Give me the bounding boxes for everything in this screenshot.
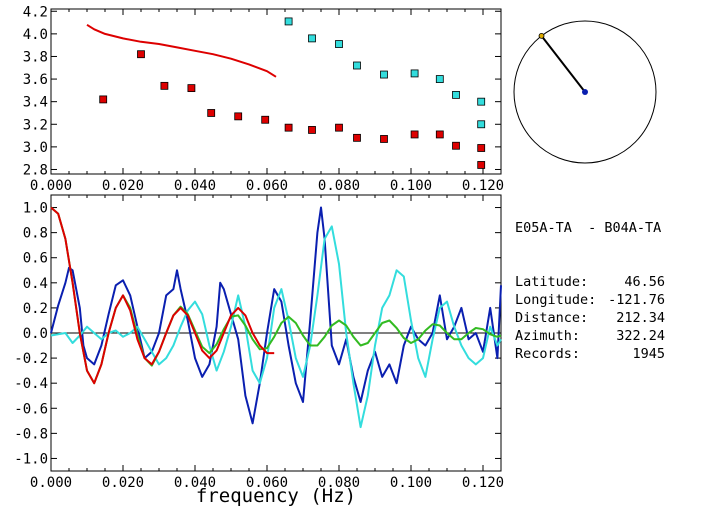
x-tick-label: 0.000 <box>30 178 72 194</box>
data-point <box>477 144 486 152</box>
x-tick-label: 0.000 <box>30 475 72 491</box>
data-point <box>284 17 293 26</box>
y-tick-label: 0.8 <box>23 226 48 242</box>
y-tick-label: 1.0 <box>23 201 48 217</box>
data-point <box>261 115 270 124</box>
data-point <box>380 135 388 143</box>
data-point <box>308 126 316 134</box>
station-info: E05A-TA - B04A-TA Latitude: 46.56 Longitud… <box>515 183 665 381</box>
dispersion-series <box>86 17 486 169</box>
info-label: Azimuth: <box>515 328 581 344</box>
data-point <box>477 97 486 106</box>
data-point <box>308 34 316 43</box>
y-tick-label: 3.2 <box>23 117 48 133</box>
y-tick-label: 3.8 <box>23 49 48 65</box>
info-label: Records: <box>515 346 581 362</box>
data-point <box>410 130 419 139</box>
x-tick-label: 0.120 <box>462 475 504 491</box>
data-point <box>353 133 361 142</box>
y-tick-label: -0.4 <box>14 376 48 392</box>
info-label: Distance: <box>515 310 589 326</box>
info-row: Longitude: -121.76 <box>515 291 665 309</box>
info-label: Latitude: <box>515 274 589 290</box>
info-value: 1945 <box>632 346 665 362</box>
y-tick-label: 3.4 <box>23 95 48 111</box>
x-axis-title: frequency (Hz) <box>196 485 356 507</box>
y-tick-label: -1.0 <box>14 451 48 467</box>
info-value: 322.24 <box>616 328 665 344</box>
data-point <box>452 90 460 99</box>
x-tick-label: 0.020 <box>102 178 144 194</box>
x-tick-label: 0.040 <box>174 178 216 194</box>
azimuth-dial <box>513 20 657 164</box>
azimuth-center-marker <box>582 89 588 95</box>
y-tick-label: 0.6 <box>23 251 48 267</box>
x-tick-label: 0.040 <box>174 475 216 491</box>
dispersion-ticks: 0.000 0.020 0.040 0.060 0.080 0.100 0.120 2.8 3.… <box>23 4 504 194</box>
x-tick-label: 0.080 <box>318 178 360 194</box>
y-tick-label: -0.2 <box>14 351 48 367</box>
data-point <box>353 61 361 70</box>
azimuth-needle <box>540 35 586 93</box>
azimuth-tip-marker <box>538 32 545 39</box>
data-point <box>335 123 343 132</box>
y-tick-label: 0.0 <box>23 326 48 342</box>
x-tick-label: 0.120 <box>462 178 504 194</box>
x-tick-label: 0.100 <box>390 178 432 194</box>
data-point <box>452 141 460 150</box>
series-line <box>50 206 502 425</box>
info-row: Azimuth: 322.24 <box>515 327 665 345</box>
series-line <box>86 23 277 78</box>
station-pair: E05A-TA - B04A-TA <box>515 220 662 236</box>
y-tick-label: 0.2 <box>23 301 48 317</box>
data-point <box>284 123 293 132</box>
info-value: 212.34 <box>616 310 665 326</box>
data-point <box>477 120 486 129</box>
dispersion-frame <box>50 8 502 175</box>
correlation-panel: 0.000 0.020 0.040 0.060 0.080 0.100 0.120 -1.0 -… <box>14 194 504 507</box>
data-point <box>435 75 444 83</box>
y-tick-label: 0.4 <box>23 276 48 292</box>
azimuth-circle <box>513 20 657 164</box>
data-point <box>477 161 486 169</box>
data-point <box>187 84 196 93</box>
data-point <box>137 50 145 59</box>
y-tick-label: 2.8 <box>23 162 48 178</box>
data-point <box>160 81 169 90</box>
x-tick-label: 0.060 <box>246 475 288 491</box>
info-value: -121.76 <box>608 292 665 308</box>
info-rows: Latitude: 46.56 Longitude: -121.76 Distance:… <box>515 273 665 363</box>
y-tick-label: 4.2 <box>23 4 48 20</box>
data-point <box>207 109 216 117</box>
x-tick-label: 0.020 <box>102 475 144 491</box>
info-row: Latitude: 46.56 <box>515 273 665 291</box>
correlation-series <box>50 206 502 429</box>
x-tick-label: 0.060 <box>246 178 288 194</box>
data-point <box>335 40 343 48</box>
info-row: Distance: 212.34 <box>515 309 665 327</box>
y-tick-label: -0.8 <box>14 426 48 442</box>
data-point <box>435 130 444 139</box>
y-tick-label: 4.0 <box>23 27 48 43</box>
info-row: Records: 1945 <box>515 345 665 363</box>
y-tick-label: 3.6 <box>23 72 48 88</box>
series-line <box>50 206 275 385</box>
data-point <box>380 70 388 79</box>
y-tick-label: 3.0 <box>23 140 48 156</box>
y-tick-label: -0.6 <box>14 401 48 417</box>
info-value: 46.56 <box>624 274 665 290</box>
series-line <box>50 225 502 429</box>
data-point <box>410 69 419 78</box>
data-point <box>99 95 108 104</box>
correlation-ticks: 0.000 0.020 0.040 0.060 0.080 0.100 0.120 -1.0 -… <box>14 195 504 491</box>
x-tick-label: 0.100 <box>390 475 432 491</box>
dispersion-panel: 0.000 0.020 0.040 0.060 0.080 0.100 0.120 2.8 3.… <box>23 4 504 194</box>
data-point <box>234 112 243 121</box>
x-tick-label: 0.080 <box>318 475 360 491</box>
series-line <box>50 206 502 385</box>
info-label: Longitude: <box>515 292 597 308</box>
